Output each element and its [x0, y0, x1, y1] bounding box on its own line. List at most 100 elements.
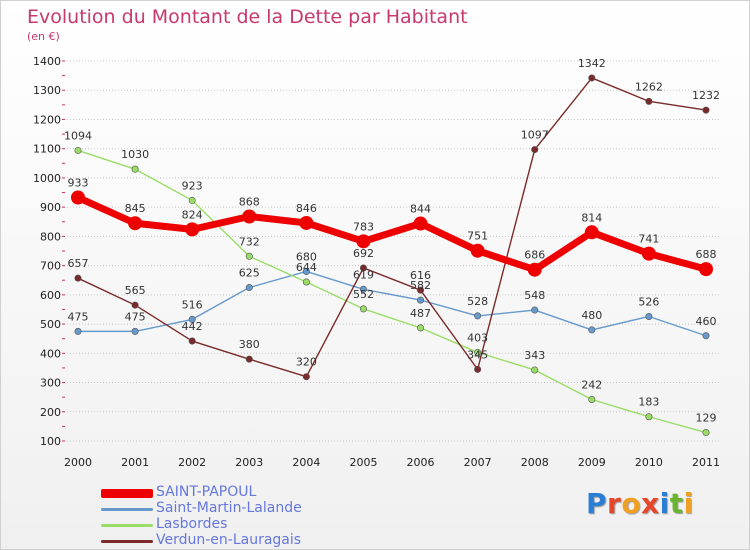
data-label: 242: [581, 378, 602, 391]
chart-subtitle: (en €): [27, 30, 60, 43]
data-label: 475: [68, 310, 89, 323]
y-tick-label: 1100: [33, 143, 61, 156]
x-tick-label: 2010: [635, 456, 663, 469]
data-point: [299, 215, 314, 230]
y-tick-label: 800: [40, 230, 61, 243]
data-label: 565: [125, 284, 146, 297]
data-point: [527, 262, 542, 277]
data-label: 1030: [121, 148, 149, 161]
data-label: 442: [182, 320, 203, 333]
data-point: [645, 97, 653, 105]
data-label: 516: [182, 298, 203, 311]
data-point: [470, 243, 485, 258]
legend-swatch: [101, 539, 153, 543]
data-label: 1097: [521, 129, 549, 142]
logo-letter: o: [621, 487, 642, 520]
data-point: [302, 278, 310, 286]
y-tick-label: 1400: [33, 55, 61, 68]
data-point: [531, 366, 539, 374]
x-tick-label: 2008: [521, 456, 549, 469]
data-point: [588, 74, 596, 82]
data-label: 343: [524, 349, 545, 362]
x-tick-label: 2002: [178, 456, 206, 469]
data-label: 625: [239, 267, 260, 280]
data-point: [188, 196, 196, 204]
legend-label: Saint-Martin-Lalande: [156, 500, 302, 516]
series-line-0: [76, 194, 707, 274]
legend-swatch: [101, 523, 153, 527]
data-labels-layer: 475 475 516 625 680 619 582 528 548 480 526 460 1094…: [64, 57, 720, 425]
data-label: 183: [638, 396, 659, 409]
data-label: 868: [239, 196, 260, 209]
y-tick-label: 700: [40, 260, 61, 273]
y-tick-label: 900: [40, 201, 61, 214]
logo-letter: t: [669, 487, 684, 520]
data-label: 686: [524, 249, 545, 262]
data-label: 1262: [635, 80, 663, 93]
data-point: [74, 274, 82, 282]
data-label: 403: [467, 331, 488, 344]
legend-label: Verdun-en-Lauragais: [156, 532, 302, 548]
data-point: [302, 267, 310, 275]
legend-label: SAINT-PAPOUL: [156, 484, 257, 500]
data-point: [131, 301, 139, 309]
data-point: [641, 246, 656, 261]
data-point: [702, 106, 710, 114]
data-point: [417, 286, 425, 294]
data-label: 320: [296, 356, 317, 369]
data-point: [74, 327, 82, 335]
data-point: [474, 365, 482, 373]
logo-letter: i: [683, 487, 694, 520]
y-tick-label: 600: [40, 289, 61, 302]
data-point: [584, 225, 599, 240]
x-tick-label: 2001: [121, 456, 149, 469]
data-point: [699, 262, 713, 277]
y-tick-label: 300: [40, 377, 61, 390]
y-tick-label: 1200: [33, 113, 61, 126]
logo-letter: r: [607, 487, 622, 520]
data-label: 526: [638, 295, 659, 308]
logo-letter: P: [586, 487, 608, 520]
data-label: 1232: [692, 89, 720, 102]
data-label: 619: [353, 268, 374, 281]
data-point: [474, 312, 482, 320]
data-label: 480: [581, 309, 602, 322]
data-label: 552: [353, 288, 374, 301]
data-point: [417, 324, 425, 332]
data-point: [417, 296, 425, 304]
y-tick-label: 1000: [33, 172, 61, 185]
data-point: [245, 355, 253, 363]
data-label: 923: [182, 179, 203, 192]
data-point: [245, 252, 253, 260]
data-point: [188, 315, 196, 323]
data-point: [702, 429, 710, 437]
data-point: [474, 348, 482, 356]
y-tick-label: 200: [40, 406, 61, 419]
x-tick-label: 2004: [292, 456, 320, 469]
data-label: 345: [467, 348, 488, 361]
data-point: [242, 209, 257, 224]
data-label: 824: [182, 208, 203, 221]
logo-letter: x: [641, 487, 660, 520]
data-point: [185, 222, 200, 237]
data-label: 680: [296, 250, 317, 263]
data-label: 692: [353, 247, 374, 260]
x-tick-label: 2005: [349, 456, 377, 469]
data-point: [245, 284, 253, 292]
data-label: 460: [696, 315, 717, 328]
data-point: [702, 332, 710, 340]
y-tick-label: 400: [40, 347, 61, 360]
legend-swatch: [101, 488, 153, 498]
data-point: [531, 146, 539, 154]
data-label: 475: [125, 310, 146, 323]
chart-title: Evolution du Montant de la Dette par Hab…: [27, 6, 468, 28]
data-label: 844: [410, 203, 431, 216]
data-point: [531, 306, 539, 314]
data-point: [359, 264, 367, 272]
data-label: 644: [296, 261, 317, 274]
data-label: 688: [696, 248, 717, 261]
data-label: 741: [638, 233, 659, 246]
data-point: [302, 373, 310, 381]
